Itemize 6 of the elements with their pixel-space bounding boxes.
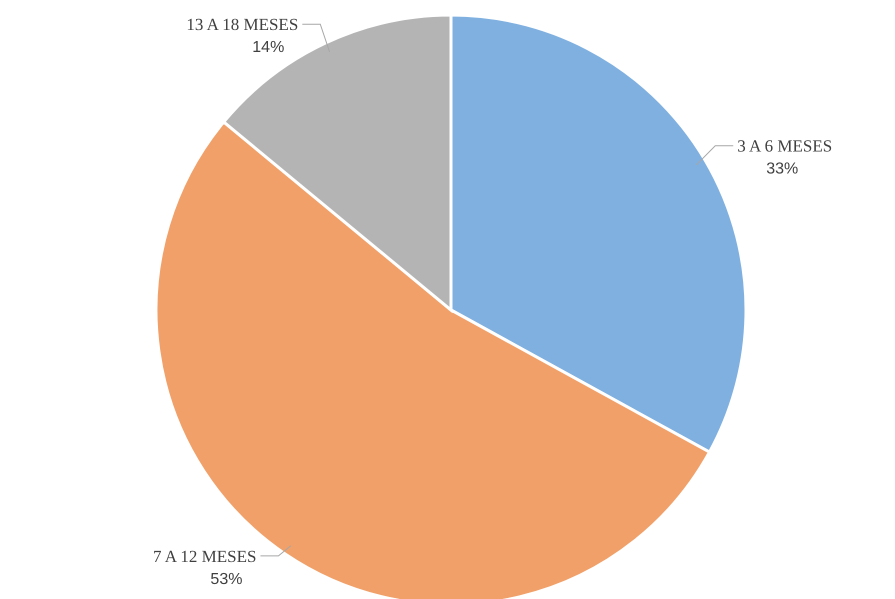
data-label: 33%	[766, 160, 798, 178]
slice-label: 7 A 12 MESES	[152, 546, 256, 566]
slice-label: 13 A 18 MESES	[186, 15, 298, 34]
slice-label: 3 A 6 MESES	[737, 136, 832, 156]
data-label: 14%	[252, 39, 284, 56]
data-label: 53%	[210, 570, 242, 588]
